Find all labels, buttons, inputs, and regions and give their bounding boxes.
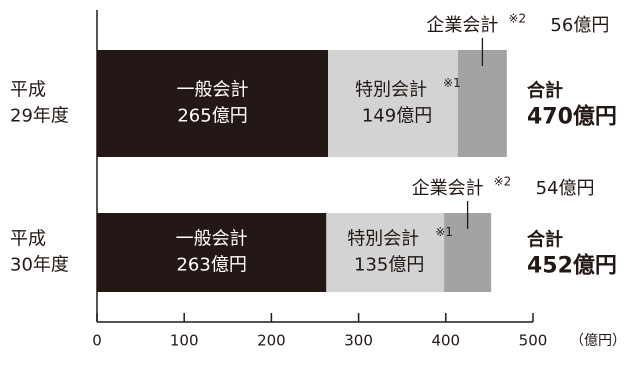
segment-note: ※2 (494, 175, 512, 189)
segment-note: ※1 (443, 76, 461, 90)
segment-name: 一般会計 (177, 80, 249, 101)
row-label-line2: 29年度 (10, 106, 69, 127)
row-label-line1: 平成 (10, 80, 46, 101)
x-axis-unit-label: （億円） (570, 333, 626, 349)
segment-value-label: 265億円 (177, 106, 247, 127)
segment-name: 特別会計 (347, 229, 419, 250)
segment-value-label: 56億円 (550, 15, 609, 36)
segment-value-label: 135億円 (354, 255, 424, 276)
x-tick-label: 100 (170, 332, 199, 350)
total-value-label: 470億円 (527, 104, 617, 130)
segment-value-label: 263億円 (176, 255, 246, 276)
total-value-label: 452億円 (527, 253, 617, 279)
row-label-line1: 平成 (10, 229, 46, 250)
bar-segment-2-2 (326, 213, 444, 292)
bar-segment-1-1 (97, 50, 328, 157)
x-tick-label: 300 (344, 332, 373, 350)
segment-value-label: 149億円 (362, 106, 432, 127)
segment-name: 企業会計 (412, 178, 484, 199)
row-label-line2: 30年度 (10, 255, 69, 276)
segment-name: 特別会計 (355, 80, 427, 101)
bar-segment-1-3 (458, 50, 507, 157)
x-tick-label: 400 (431, 332, 460, 350)
segment-note: ※2 (508, 12, 526, 26)
segment-name: 企業会計 (426, 15, 498, 36)
total-label: 合計 (527, 80, 563, 102)
x-tick-label: 500 (519, 332, 548, 350)
x-tick-label: 0 (92, 332, 102, 350)
bar-segment-1-2 (328, 50, 458, 157)
segment-value-label: 54億円 (536, 178, 595, 199)
x-tick-label: 200 (257, 332, 286, 350)
segment-note: ※1 (435, 225, 453, 239)
total-label: 合計 (527, 229, 563, 251)
bar-segment-2-1 (97, 213, 326, 292)
segment-name: 一般会計 (176, 229, 248, 250)
